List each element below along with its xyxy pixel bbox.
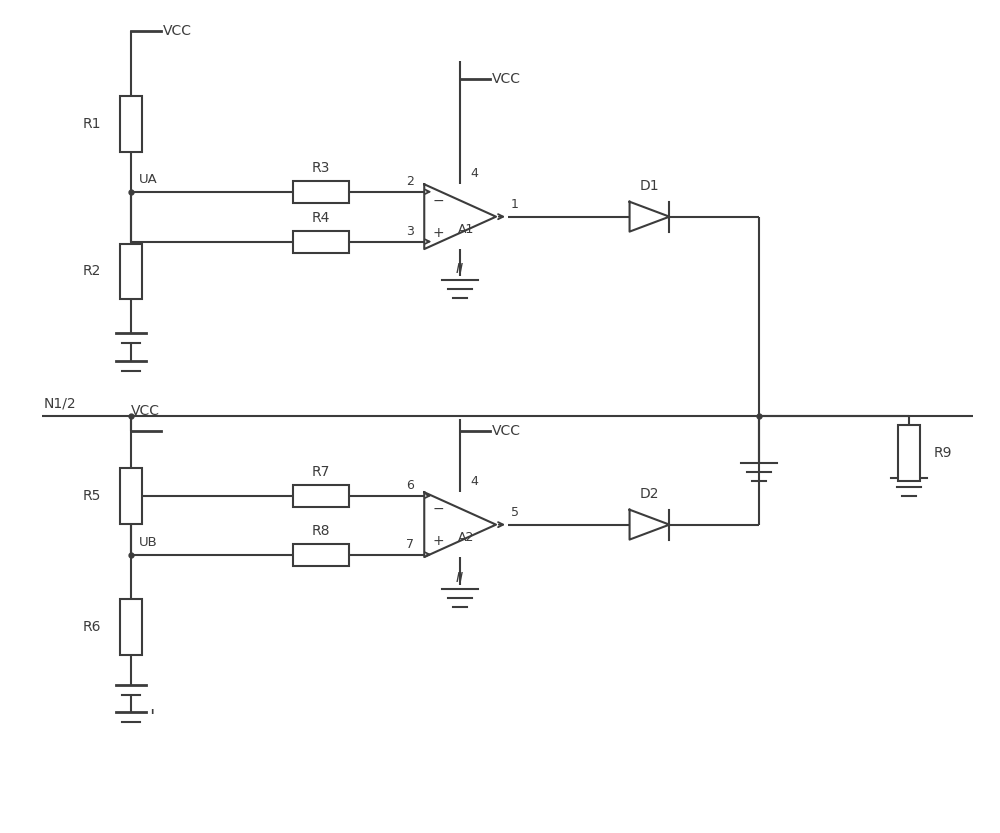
- Text: A2: A2: [458, 531, 474, 544]
- Text: 1: 1: [511, 197, 519, 211]
- Text: R2: R2: [83, 265, 101, 278]
- Text: 4: 4: [470, 476, 478, 488]
- Text: R5: R5: [83, 489, 101, 503]
- Text: R6: R6: [83, 621, 101, 634]
- Text: A1: A1: [458, 222, 474, 236]
- Text: ': ': [149, 709, 155, 727]
- Text: II: II: [456, 571, 464, 586]
- Text: 5: 5: [511, 506, 519, 519]
- Text: VCC: VCC: [492, 424, 521, 438]
- Bar: [120, 468, 142, 524]
- Text: 2: 2: [406, 175, 414, 187]
- Text: +: +: [432, 534, 444, 548]
- Text: UB: UB: [139, 536, 158, 549]
- Text: −: −: [432, 193, 444, 207]
- Bar: [898, 425, 920, 481]
- Bar: [120, 243, 142, 299]
- Text: VCC: VCC: [163, 24, 192, 38]
- Text: 6: 6: [406, 479, 414, 491]
- Bar: [120, 96, 142, 152]
- Text: 3: 3: [406, 225, 414, 237]
- Text: R4: R4: [311, 211, 330, 225]
- Text: R8: R8: [311, 524, 330, 537]
- Text: VCC: VCC: [131, 404, 160, 418]
- Text: D1: D1: [640, 179, 659, 192]
- Text: UA: UA: [139, 172, 158, 186]
- Bar: [120, 600, 142, 656]
- Text: VCC: VCC: [492, 72, 521, 86]
- Text: II: II: [456, 262, 464, 277]
- Text: R9: R9: [934, 446, 952, 460]
- Bar: [293, 231, 349, 252]
- Bar: [293, 544, 349, 566]
- Text: D2: D2: [640, 486, 659, 501]
- Text: R3: R3: [311, 161, 330, 175]
- Bar: [293, 485, 349, 506]
- Text: +: +: [432, 226, 444, 240]
- Bar: [293, 181, 349, 202]
- Text: R7: R7: [311, 465, 330, 479]
- Text: N1/2: N1/2: [44, 396, 76, 410]
- Text: R1: R1: [83, 117, 101, 131]
- Text: −: −: [432, 501, 444, 516]
- Text: 7: 7: [406, 537, 414, 551]
- Text: 4: 4: [470, 167, 478, 180]
